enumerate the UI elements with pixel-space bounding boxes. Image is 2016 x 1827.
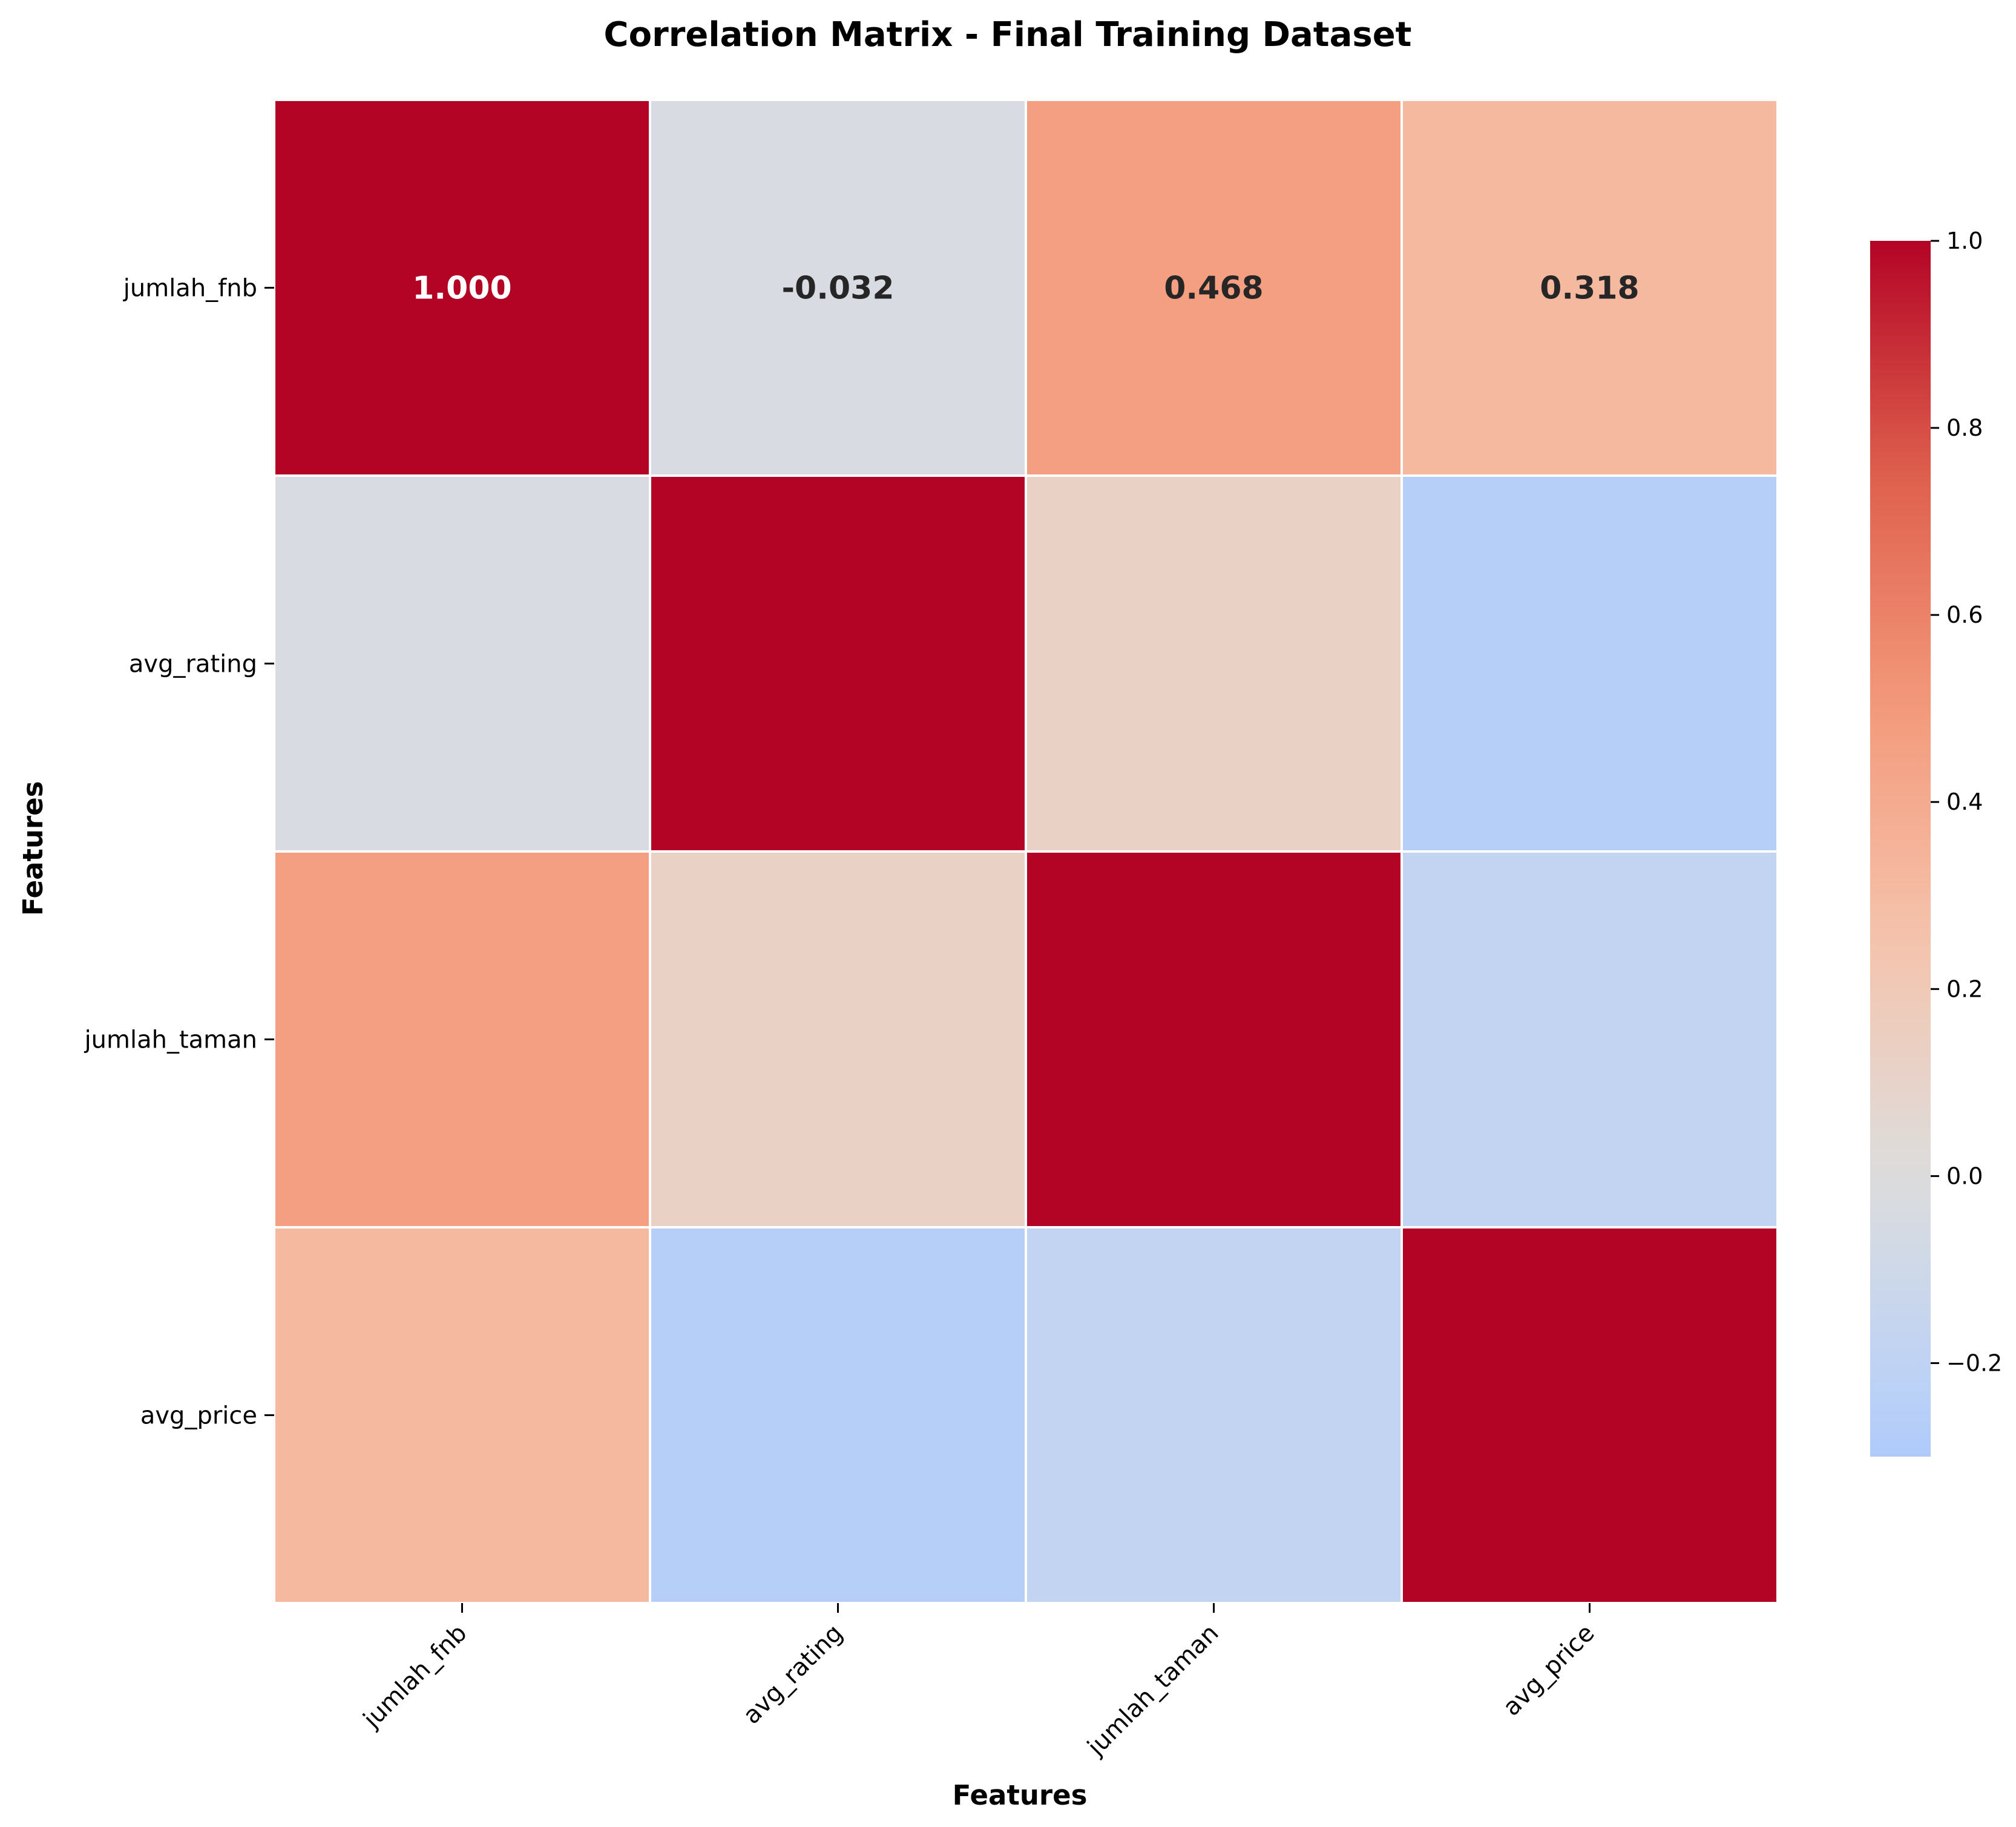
heatmap-cell-jumlah_fnb-jumlah_fnb [273,99,651,477]
heatmap-cell-avg_rating-avg_price [1400,474,1779,853]
y-axis-label: Features [17,781,49,916]
heatmap-cell-avg_rating-jumlah_fnb [273,474,651,853]
cell-annotation: 0.468 [1164,271,1263,307]
colorbar-tick-label: 0.0 [1946,1163,1983,1189]
x-axis-ticks: jumlah_fnb avg_rating jumlah_taman avg_pric… [358,1603,1600,1762]
heatmap-annotations: 1.000 -0.032 0.468 0.318 [412,271,1639,307]
colorbar: 1.0 0.8 0.6 0.4 0.2 0.0 −0.2 [1870,228,2002,1457]
heatmap-cell-avg_rating-avg_rating [649,474,1027,853]
colorbar-tick-label: 1.0 [1946,228,1983,254]
heatmap-cell-jumlah_fnb-jumlah_taman [1025,99,1403,477]
chart-title: Correlation Matrix - Final Training Data… [604,15,1412,54]
colorbar-tick-label: −0.2 [1946,1350,2002,1376]
x-axis-label: Features [953,1779,1088,1811]
x-tick-label-jumlah_fnb: jumlah_fnb [358,1619,473,1734]
y-axis-ticks: jumlah_fnb avg_rating jumlah_taman avg_pric… [84,275,274,1430]
colorbar-tick-label: 0.4 [1946,789,1983,815]
x-tick-label-avg_price: avg_price [1497,1619,1600,1722]
cell-annotation: 1.000 [412,271,511,307]
heatmap-cell-jumlah_fnb-avg_rating [649,99,1027,477]
heatmap-cell-avg_rating-jumlah_taman [1025,474,1403,853]
y-tick-label-jumlah_taman: jumlah_taman [84,1026,257,1054]
colorbar-tick-label: 0.2 [1946,976,1983,1002]
heatmap-cell-avg_price-jumlah_taman [1025,1226,1403,1604]
heatmap-cells [273,99,1779,1604]
cell-annotation: 0.318 [1540,271,1639,307]
cell-annotation: -0.032 [781,271,894,307]
colorbar-tick-label: 0.8 [1946,415,1983,441]
x-tick-label-jumlah_taman: jumlah_taman [1082,1619,1224,1762]
x-tick-label-avg_rating: avg_rating [738,1619,848,1730]
heatmap-cell-jumlah_taman-avg_rating [649,850,1027,1228]
heatmap-cell-jumlah_taman-jumlah_fnb [273,850,651,1228]
heatmap-cell-jumlah_fnb-avg_price [1400,99,1779,477]
heatmap-cell-avg_price-avg_price [1400,1226,1779,1604]
colorbar-gradient [1870,241,1931,1457]
heatmap-cell-avg_price-jumlah_fnb [273,1226,651,1604]
heatmap-cell-jumlah_taman-jumlah_taman [1025,850,1403,1228]
y-tick-label-avg_rating: avg_rating [129,651,257,678]
colorbar-tick-label: 0.6 [1946,602,1983,628]
y-tick-label-jumlah_fnb: jumlah_fnb [123,275,257,303]
heatmap-cell-jumlah_taman-avg_price [1400,850,1779,1228]
heatmap-cell-avg_price-avg_rating [649,1226,1027,1604]
y-tick-label-avg_price: avg_price [140,1402,257,1430]
